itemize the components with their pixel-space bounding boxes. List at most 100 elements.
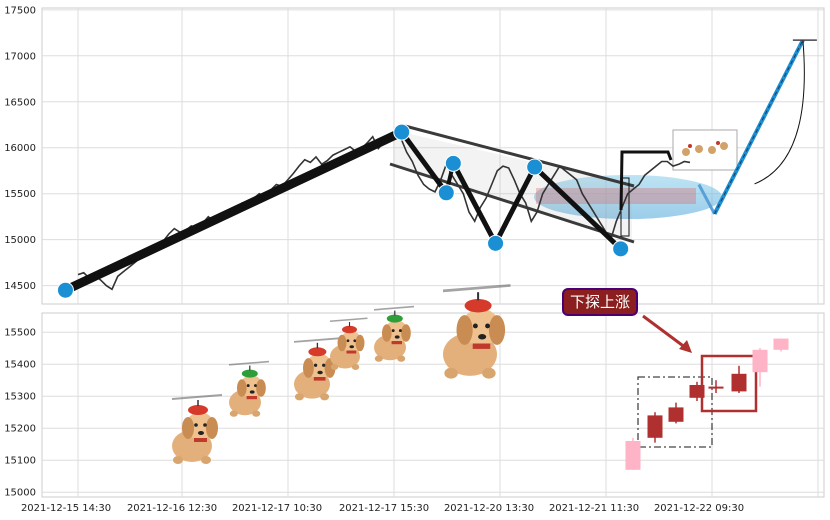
candle-body (689, 385, 705, 398)
lower-y-tick-label: 15500 (4, 328, 36, 339)
puppy-collar (391, 341, 402, 345)
helicopter-hat (241, 369, 258, 378)
upper-y-tick-label: 16000 (4, 143, 36, 154)
puppy-paw (482, 367, 496, 379)
lower-x-tick-label: 2021-12-17 15:30 (339, 503, 429, 514)
thumbnail-box (672, 129, 738, 171)
lower-y-tick-label: 15200 (4, 424, 36, 435)
wave-segment (493, 164, 538, 246)
puppy-ear (456, 315, 473, 345)
helicopter-hat (386, 314, 403, 323)
upper-y-tick-label: 15500 (4, 189, 36, 200)
rotor-blade (228, 360, 270, 366)
puppy-ear (182, 417, 194, 439)
puppy-eye (194, 423, 198, 427)
annotation: 下探上涨 (562, 288, 692, 353)
turning-point (526, 158, 544, 176)
rotor-blade (329, 317, 368, 322)
puppy-paw (229, 410, 238, 417)
helicopter-hat (342, 325, 357, 334)
rotor-blade (293, 337, 340, 343)
wave-segment (399, 129, 449, 196)
rotor-blade (373, 305, 415, 311)
annotation-arrow (642, 314, 687, 350)
helicopter-hat (308, 347, 327, 357)
upper-y-tick-label: 16500 (4, 97, 36, 108)
puppy-eye (322, 363, 326, 367)
annotation-arrowhead (679, 340, 692, 353)
lower-y-tick-label: 15400 (4, 360, 36, 371)
puppy-collar (313, 377, 326, 381)
lower-y-tick-label: 15100 (4, 456, 36, 467)
projection-layer (619, 39, 817, 215)
puppy-eye (472, 323, 478, 329)
puppy-sticker (329, 317, 368, 370)
puppy-nose (249, 390, 255, 394)
wave-segment (60, 127, 407, 295)
lower-panel-frame (41, 312, 825, 498)
puppy-ear (206, 417, 218, 439)
lower-x-tick-label: 2021-12-16 12:30 (127, 503, 217, 514)
puppy-nose (349, 345, 354, 349)
puppy-eye (346, 339, 350, 343)
lower-x-tick-label: 2021-12-17 10:30 (232, 503, 322, 514)
puppy-eye (313, 363, 318, 367)
puppy-eye (391, 329, 395, 333)
turning-point (612, 240, 630, 258)
puppy-ear (303, 358, 314, 378)
puppy-paw (351, 364, 360, 370)
candle-body (668, 407, 684, 422)
lower-x-tick-label: 2021-12-22 09:30 (654, 503, 744, 514)
puppy-collar (194, 438, 207, 442)
puppy-ear (237, 379, 247, 397)
puppy-paw (294, 393, 304, 401)
puppy-paw (374, 355, 383, 362)
puppy-ear (401, 324, 411, 342)
lower-y-ticks: 15000 15100 15200 15300 15400 15500 (4, 328, 36, 499)
candle-body (731, 373, 747, 392)
wave-layer (60, 127, 624, 295)
puppy-nose (317, 370, 323, 375)
upper-y-tick-label: 14500 (4, 281, 36, 292)
upper-y-tick-label: 17500 (4, 5, 36, 16)
puppy-nose (478, 334, 487, 340)
lower-y-tick-label: 15300 (4, 392, 36, 403)
projection-curve (754, 40, 805, 185)
candle-body (647, 415, 663, 438)
projection-down (697, 183, 716, 215)
puppy-ear (382, 324, 392, 342)
lower-x-tick-label: 2021-12-21 11:30 (549, 503, 639, 514)
puppy-paw (397, 355, 406, 362)
puppy-ear (355, 334, 365, 352)
turning-point (393, 123, 411, 141)
candle-layer (625, 338, 789, 470)
turning-points-layer (56, 123, 630, 299)
thumbnail-image (682, 141, 728, 156)
puppy-paw (330, 364, 339, 370)
candle-body (708, 386, 724, 389)
turning-point (437, 184, 455, 202)
rotor-blade (442, 284, 511, 293)
puppy-nose (198, 431, 204, 435)
upper-y-tick-label: 17000 (4, 51, 36, 62)
puppy-ear (488, 315, 506, 345)
puppy-sticker (442, 284, 511, 379)
puppy-nose (394, 335, 400, 339)
puppy-eye (246, 384, 250, 388)
puppy-collar (472, 343, 491, 349)
candle-body (773, 338, 789, 350)
step-path (619, 150, 673, 211)
puppy-sticker (228, 360, 270, 417)
puppy-paw (201, 456, 211, 464)
channel-lower-line (389, 162, 635, 244)
turning-point (56, 281, 74, 299)
lower-grid (42, 313, 824, 497)
puppy-sticker (171, 394, 223, 464)
lower-x-tick-label: 2021-12-20 13:30 (444, 503, 534, 514)
puppy-collar (346, 350, 357, 354)
rotor-blade (171, 394, 223, 400)
puppy-paw (173, 456, 183, 464)
turning-point (444, 154, 462, 172)
candle-body (625, 441, 641, 470)
